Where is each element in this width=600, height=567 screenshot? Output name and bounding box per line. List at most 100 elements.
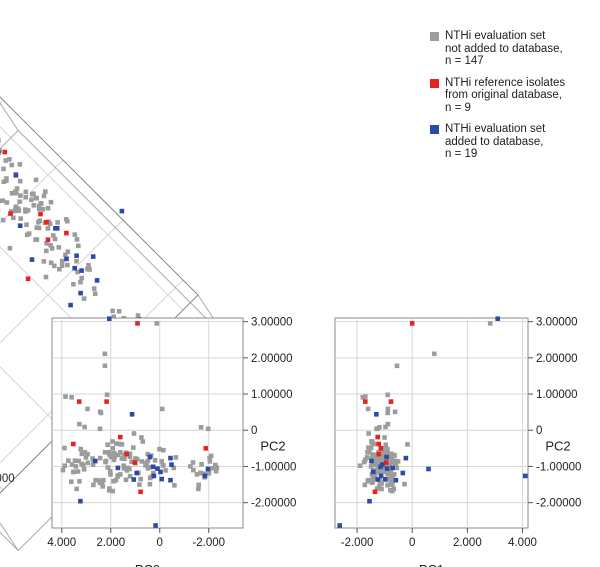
- data-point-gray: [119, 456, 125, 461]
- data-point-gray: [395, 459, 401, 464]
- data-point-gray: [59, 263, 65, 268]
- data-point-gray: [393, 458, 398, 464]
- data-point-gray: [0, 148, 2, 154]
- data-point-gray: [79, 451, 85, 457]
- data-point-gray: [188, 464, 193, 469]
- data-point-gray: [119, 442, 125, 447]
- data-point-gray: [371, 459, 377, 464]
- data-point-gray: [198, 470, 203, 476]
- data-point-gray: [386, 476, 391, 482]
- data-point-red: [376, 441, 382, 447]
- data-point-gray: [34, 237, 40, 242]
- data-point-blue: [158, 469, 163, 475]
- data-point-gray: [78, 446, 83, 452]
- data-point-gray: [57, 266, 62, 272]
- data-point-gray: [102, 450, 108, 455]
- data-point-gray: [25, 208, 31, 213]
- legend: NTHi evaluation set not added to databas…: [430, 30, 595, 170]
- data-point-gray: [49, 246, 55, 251]
- data-point-gray: [74, 258, 79, 264]
- data-point-blue: [0, 150, 1, 156]
- y-tick-label: 3.00000: [251, 317, 293, 329]
- data-point-gray: [116, 452, 121, 458]
- data-point-gray: [385, 410, 390, 416]
- x-tick-label: 4.000: [508, 537, 537, 549]
- data-point-gray: [72, 458, 78, 463]
- data-point-blue: [150, 464, 156, 470]
- data-point-gray: [69, 395, 74, 400]
- data-point-gray: [36, 225, 42, 231]
- data-point-gray: [205, 426, 211, 432]
- data-point-blue: [107, 316, 112, 321]
- y-tick-label: 3.00000: [536, 317, 578, 329]
- data-point-gray: [99, 481, 105, 486]
- y-tick-label: 2.00000: [251, 353, 293, 365]
- data-point-gray: [121, 466, 127, 471]
- data-point-gray: [360, 395, 366, 400]
- data-point-gray: [74, 237, 80, 242]
- data-point-gray: [7, 245, 13, 251]
- data-point-gray: [393, 462, 399, 468]
- data-point-gray: [121, 463, 126, 468]
- data-point-gray: [40, 206, 46, 212]
- data-point-gray: [62, 445, 67, 451]
- data-point-blue: [382, 476, 388, 482]
- data-point-gray: [363, 394, 368, 399]
- data-point-gray: [366, 431, 371, 436]
- y-tick-label: 0: [536, 425, 542, 437]
- plot-area: [334, 317, 529, 529]
- data-point-blue: [115, 465, 121, 471]
- data-point-blue: [374, 412, 379, 417]
- data-point-blue: [202, 473, 208, 479]
- data-point-gray: [127, 466, 132, 472]
- frame-edge: [0, 102, 19, 131]
- data-point-gray: [390, 482, 395, 487]
- data-point-gray: [110, 488, 115, 494]
- legend-text: n = 9: [445, 101, 471, 114]
- data-point-gray: [385, 471, 390, 476]
- data-point-gray: [44, 241, 49, 246]
- data-point-gray: [17, 162, 23, 167]
- data-point-gray: [17, 199, 22, 204]
- data-point-gray: [388, 470, 393, 476]
- data-point-gray: [383, 442, 388, 447]
- data-point-gray: [388, 451, 394, 457]
- data-point-blue: [129, 412, 135, 417]
- data-point-gray: [18, 193, 23, 198]
- data-point-gray: [392, 453, 397, 458]
- data-point-gray: [394, 363, 400, 369]
- y-axis-label: PC2: [545, 438, 570, 453]
- data-point-gray: [369, 472, 375, 477]
- data-point-gray: [370, 441, 375, 446]
- data-point-gray: [112, 451, 117, 457]
- data-point-gray: [36, 220, 41, 225]
- data-point-gray: [152, 458, 158, 463]
- data-point-gray: [9, 191, 15, 196]
- data-point-gray: [394, 465, 400, 471]
- data-point-red: [76, 399, 82, 404]
- data-point-gray: [391, 486, 396, 492]
- data-point-gray: [1, 179, 7, 184]
- data-point-gray: [98, 410, 104, 416]
- data-point-blue: [371, 469, 376, 475]
- data-point-gray: [138, 476, 143, 482]
- data-point-gray: [14, 186, 20, 191]
- data-point-gray: [365, 406, 371, 412]
- data-point-gray: [127, 473, 133, 479]
- plot-area: [51, 317, 244, 529]
- y-tick-label: -1.00000: [251, 461, 296, 473]
- data-point-red: [372, 489, 378, 495]
- pc0-tick-label: -2.000: [0, 473, 15, 485]
- data-point-gray: [383, 424, 388, 430]
- data-point-gray: [63, 252, 68, 258]
- data-point-blue: [384, 466, 390, 471]
- data-point-gray: [4, 200, 10, 205]
- data-point-blue: [147, 454, 153, 460]
- legend-text: n = 147: [445, 55, 484, 67]
- data-point-gray: [33, 195, 39, 201]
- data-point-blue: [426, 466, 431, 472]
- data-point-gray: [116, 309, 122, 314]
- data-point-gray: [23, 189, 29, 195]
- y-tick-label: 2.00000: [536, 353, 578, 365]
